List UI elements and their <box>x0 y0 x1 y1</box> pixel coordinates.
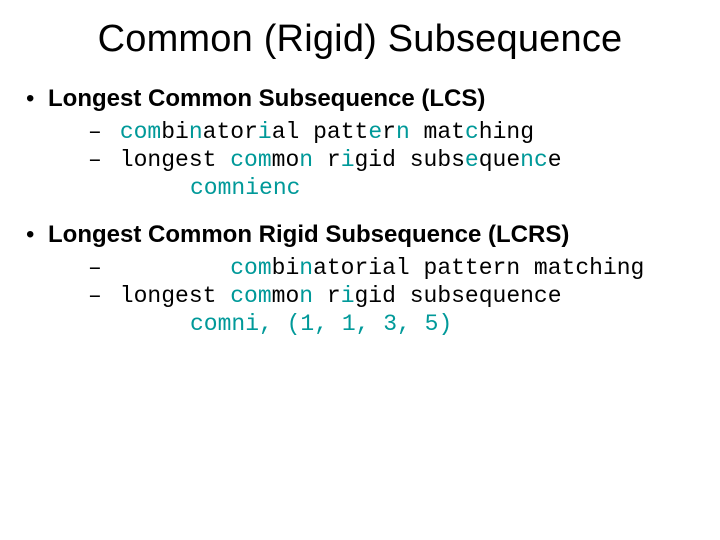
lcs-line-1: – combinatorial pattern matching <box>88 119 690 145</box>
dash-icon: – <box>88 119 106 145</box>
dash-icon: – <box>88 147 106 173</box>
dash-icon: – <box>88 255 106 281</box>
lcrs-result: comni, (1, 1, 3, 5) <box>190 311 690 337</box>
slide-title: Common (Rigid) Subsequence <box>30 18 690 61</box>
lcrs-line-2: – longest common rigid subsequence <box>88 283 690 309</box>
section-heading-lcrs: Longest Common Rigid Subsequence (LCRS) <box>44 221 690 249</box>
lcs-result: comnienc <box>190 175 690 201</box>
lcs-line-2: – longest common rigid subsequence <box>88 147 690 173</box>
section-heading-lcs: Longest Common Subsequence (LCS) <box>44 85 690 113</box>
spacer <box>30 203 690 217</box>
lcrs-line-1: – combinatorial pattern matching <box>88 255 690 281</box>
slide: Common (Rigid) Subsequence Longest Commo… <box>0 0 720 540</box>
dash-icon: – <box>88 283 106 309</box>
